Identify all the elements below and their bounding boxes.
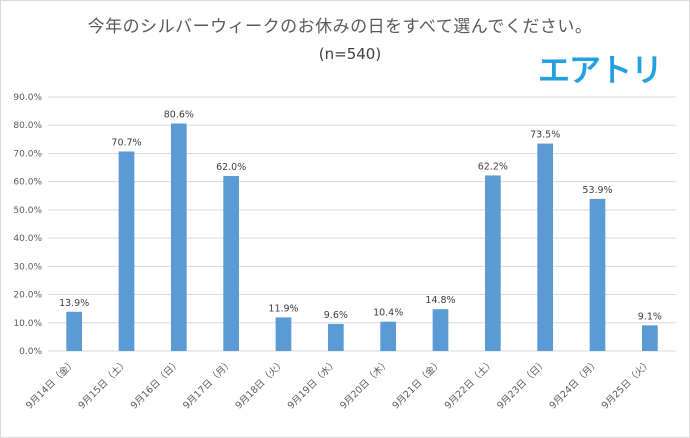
data-label: 14.8% [425, 295, 455, 306]
data-label: 53.9% [582, 185, 612, 196]
x-tick-label: 9月23日（日） [494, 357, 549, 412]
chart-subtitle: (n=540) [318, 45, 382, 63]
bar [118, 151, 135, 351]
x-tick-label: 9月24日（月） [547, 357, 602, 412]
data-label: 10.4% [373, 308, 403, 319]
x-tick-label: 9月21日（金） [390, 357, 445, 412]
y-tick-label: 70.0% [13, 149, 42, 159]
data-label: 9.1% [638, 311, 662, 322]
bar [537, 143, 554, 351]
bar [327, 323, 344, 351]
x-tick-label: 9月25日（火） [599, 357, 654, 412]
y-tick-label: 20.0% [13, 291, 42, 301]
y-tick-label: 80.0% [13, 121, 42, 131]
data-label: 80.6% [164, 110, 194, 121]
data-label: 62.2% [478, 161, 508, 172]
bar [66, 311, 83, 351]
bar [641, 325, 658, 351]
chart-title: 今年のシルバーウィークのお休みの日をすべて選んでください。 [87, 17, 593, 37]
data-label: 13.9% [59, 298, 89, 309]
data-label: 11.9% [268, 303, 298, 314]
x-tick-label: 9月20日（木） [337, 357, 392, 412]
y-tick-label: 60.0% [13, 178, 42, 188]
brand-logo: エアトリ [538, 51, 663, 89]
bar [484, 175, 501, 351]
x-tick-label: 9月16日（日） [128, 357, 183, 412]
x-tick-label: 9月22日（土） [442, 357, 497, 412]
bar [170, 123, 187, 351]
bar [432, 309, 449, 351]
data-label: 73.5% [530, 130, 560, 141]
x-tick-label: 9月14日（金） [23, 357, 78, 412]
x-tick-label: 9月15日（土） [76, 357, 131, 412]
bar [380, 321, 397, 351]
bar [223, 176, 240, 351]
data-label: 70.7% [111, 137, 141, 148]
y-tick-label: 10.0% [13, 319, 42, 329]
y-tick-label: 0.0% [19, 347, 42, 357]
x-tick-label: 9月19日（水） [285, 357, 340, 412]
y-tick-label: 30.0% [13, 262, 42, 272]
y-tick-label: 50.0% [13, 206, 42, 216]
x-tick-label: 9月18日（火） [233, 357, 288, 412]
data-label: 9.6% [324, 310, 348, 321]
y-tick-label: 40.0% [13, 234, 42, 244]
bar [275, 317, 292, 351]
bar [589, 198, 606, 351]
y-tick-label: 90.0% [13, 93, 42, 103]
data-label: 62.0% [216, 162, 246, 173]
x-tick-label: 9月17日（月） [180, 357, 235, 412]
